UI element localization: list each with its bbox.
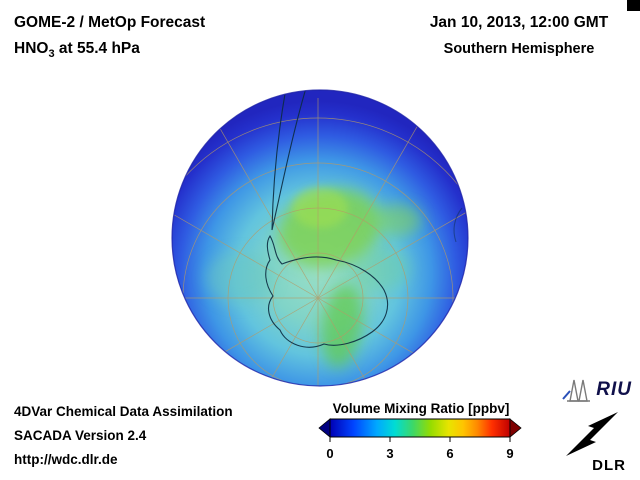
corner-mark	[627, 0, 640, 11]
header-left: GOME-2 / MetOp Forecast HNO3 at 55.4 hPa	[14, 10, 205, 67]
colorbar-left-arrow	[318, 418, 331, 438]
assimilation-label: 4DVar Chemical Data Assimilation	[14, 404, 233, 419]
header-right: Jan 10, 2013, 12:00 GMT Southern Hemisph…	[406, 10, 632, 62]
datetime-label: Jan 10, 2013, 12:00 GMT	[429, 14, 609, 31]
page-title: GOME-2 / MetOp Forecast	[14, 14, 206, 31]
antarctica-coastline	[265, 234, 389, 348]
riu-logo-text: RIU	[596, 379, 632, 400]
colorbar-gradient	[329, 418, 511, 438]
coastline-fragment-northeast	[419, 103, 459, 123]
version-label: SACADA Version 2.4	[14, 428, 147, 443]
south-america-coastline	[271, 90, 307, 231]
species-level-label: HNO3 at 55.4 hPa	[14, 40, 140, 61]
colorbar	[318, 418, 522, 442]
cyan-patch-left	[206, 252, 274, 304]
colorbar-title: Volume Mixing Ratio [ppbv]	[332, 401, 510, 416]
colorbar-tick-6: 6	[446, 446, 454, 461]
dlr-logo-text: DLR	[592, 457, 626, 474]
green-streak-south	[321, 284, 363, 368]
colorbar-tick-9: 9	[506, 446, 514, 461]
footer-credits: 4DVar Chemical Data Assimilation SACADA …	[14, 402, 233, 474]
riu-logo: RIU	[546, 376, 632, 404]
cyan-green-patch-right	[350, 246, 410, 290]
species-subscript: 3	[48, 48, 55, 61]
colorbar-tick-marks	[329, 437, 511, 442]
coastline-fragment-east	[453, 207, 463, 243]
cathedral-icon	[562, 379, 591, 402]
hemisphere-label: Southern Hemisphere	[443, 41, 595, 57]
dlr-wing-icon	[566, 412, 618, 456]
colorbar-tick-3: 3	[386, 446, 394, 461]
globe-rim	[171, 89, 469, 387]
url-label: http://wdc.dlr.de	[14, 452, 118, 467]
colorbar-right-arrow	[509, 418, 522, 438]
colorbar-tick-0: 0	[326, 446, 334, 461]
hemisphere-map	[171, 89, 469, 387]
dlr-logo: DLR	[564, 412, 628, 474]
green-patch-east	[374, 204, 422, 236]
